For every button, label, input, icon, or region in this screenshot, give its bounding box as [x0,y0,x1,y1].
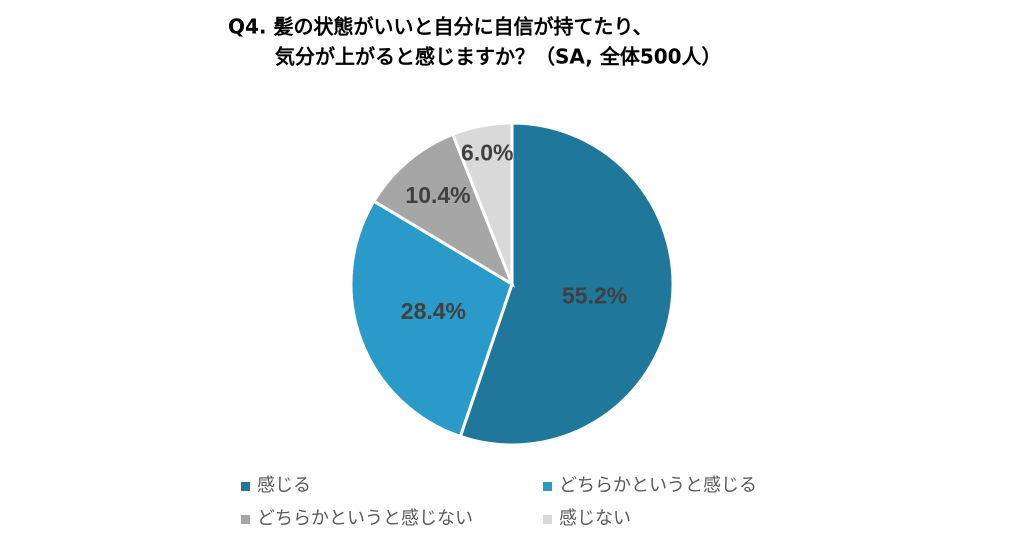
legend-marker [543,482,552,491]
chart-title: 気分が上がると感じますか？（SA, 全体500人） [275,45,722,69]
value-label: 28.4% [401,298,466,324]
value-label: 55.2% [562,283,627,309]
legend-marker [241,482,250,491]
value-label: 6.0% [461,139,513,165]
legend-label: 感じる [257,475,311,496]
legend-marker [543,515,552,524]
legend-label: どちらかというと感じない [257,508,473,529]
pie-slice [450,121,514,285]
legend-label: 感じない [559,508,631,529]
value-label: 10.4% [405,182,470,208]
legend-marker [241,515,250,524]
pie-slice [371,132,516,288]
legend-label: どちらかというと感じる [559,475,757,496]
chart-title: Q4. 髪の状態がいいと自分に自信が持てたり、 [228,15,653,39]
